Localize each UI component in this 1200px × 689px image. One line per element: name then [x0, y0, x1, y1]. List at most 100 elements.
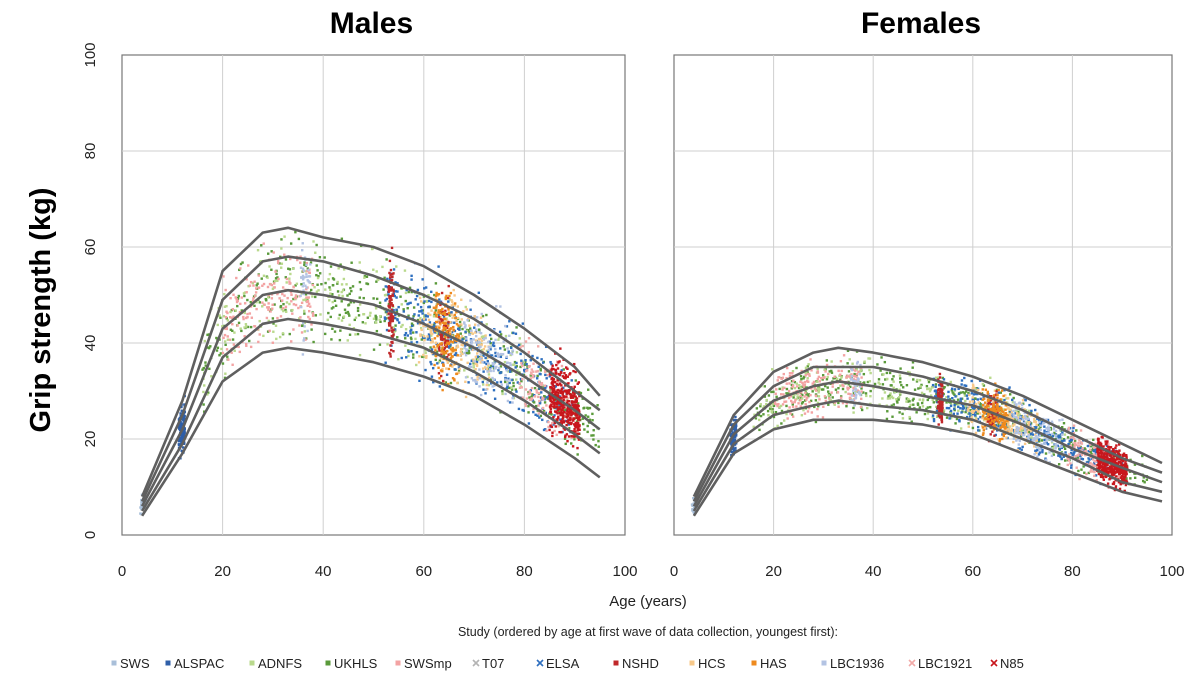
- data-point: [1029, 438, 1033, 442]
- data-point: [251, 299, 255, 303]
- data-point: [487, 356, 490, 359]
- data-point: [943, 385, 946, 389]
- data-point: [959, 397, 963, 400]
- data-point: [484, 366, 487, 369]
- data-point: [543, 398, 546, 401]
- data-point: [998, 405, 1001, 409]
- data-point: [940, 404, 943, 407]
- data-point: [532, 362, 535, 365]
- data-point: [298, 324, 301, 327]
- data-point: [1001, 433, 1004, 436]
- data-point: [446, 361, 449, 364]
- data-point: [485, 323, 488, 326]
- data-point: [237, 345, 240, 349]
- data-point: [479, 345, 482, 348]
- data-point: [390, 286, 393, 289]
- data-point: [216, 323, 219, 327]
- data-point: [974, 392, 978, 396]
- data-point: [362, 312, 366, 316]
- data-point: [447, 308, 450, 311]
- data-point: [358, 280, 362, 284]
- data-point: [319, 313, 322, 316]
- data-point: [453, 353, 457, 357]
- data-point: [356, 332, 360, 336]
- data-point: [569, 396, 573, 399]
- data-point: [304, 338, 307, 341]
- data-point: [429, 338, 432, 342]
- data-point: [530, 368, 534, 371]
- data-point: [183, 416, 186, 419]
- data-point: [981, 404, 985, 407]
- data-point: [251, 281, 254, 285]
- data-point: [940, 390, 943, 393]
- data-point: [1075, 443, 1078, 447]
- data-point: [473, 360, 476, 363]
- data-point: [536, 414, 539, 417]
- data-point: [1008, 408, 1012, 411]
- data-point: [475, 363, 479, 366]
- data-point: [291, 267, 295, 270]
- data-point: [570, 400, 574, 403]
- data-point: [402, 308, 405, 311]
- data-point: [512, 331, 515, 335]
- data-point: [576, 417, 580, 420]
- data-point: [201, 368, 204, 371]
- data-point: [807, 372, 810, 376]
- data-point: [347, 303, 351, 306]
- data-point: [404, 328, 408, 331]
- data-point: [1023, 411, 1026, 415]
- data-point: [333, 330, 337, 333]
- data-point: [770, 409, 773, 413]
- data-point: [817, 395, 821, 398]
- data-point: [782, 419, 786, 422]
- data-point: [238, 350, 241, 354]
- data-point: [800, 377, 803, 381]
- data-point: [317, 274, 320, 278]
- data-point: [559, 418, 562, 421]
- data-point: [799, 399, 802, 402]
- data-point: [519, 377, 523, 381]
- data-point: [997, 391, 1001, 394]
- data-point: [780, 377, 783, 380]
- data-point: [511, 349, 515, 352]
- data-point: [504, 337, 508, 340]
- data-point: [464, 380, 467, 384]
- data-point: [916, 403, 920, 406]
- data-point: [348, 323, 351, 327]
- data-point: [852, 411, 855, 414]
- data-point: [438, 359, 442, 362]
- data-point: [305, 273, 308, 276]
- data-point: [436, 345, 439, 348]
- data-point: [346, 294, 349, 297]
- data-point: [1057, 463, 1061, 466]
- data-point: [520, 362, 523, 365]
- data-point: [435, 304, 438, 308]
- data-point: [294, 303, 298, 307]
- data-point: [544, 386, 547, 390]
- data-point: [940, 420, 944, 424]
- data-point: [929, 394, 933, 397]
- data-point: [480, 339, 484, 342]
- x-tick-label: 60: [415, 563, 432, 580]
- data-point: [393, 328, 397, 331]
- data-point: [1026, 435, 1029, 439]
- data-point: [385, 258, 388, 261]
- data-point: [434, 309, 438, 312]
- data-point: [548, 428, 551, 432]
- data-point: [303, 325, 306, 328]
- data-point: [554, 394, 558, 397]
- data-point: [1011, 428, 1015, 432]
- data-point: [928, 389, 932, 393]
- data-point: [307, 302, 311, 306]
- data-point: [1004, 408, 1007, 411]
- data-point: [1061, 426, 1064, 429]
- data-point: [840, 376, 843, 379]
- data-point: [785, 404, 788, 408]
- data-point: [773, 402, 777, 405]
- data-point: [300, 292, 304, 295]
- data-point: [829, 399, 832, 402]
- data-point: [533, 395, 537, 398]
- data-point: [404, 344, 407, 347]
- data-point: [444, 322, 448, 325]
- data-point: [564, 374, 568, 377]
